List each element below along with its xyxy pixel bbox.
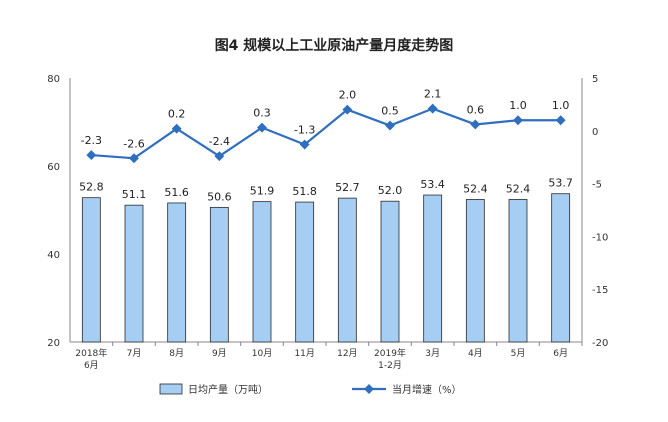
bar bbox=[508, 199, 528, 343]
x-tick-label: 2018年 bbox=[75, 347, 107, 359]
left-axis-ticks: 20 40 60 80 bbox=[47, 74, 60, 349]
line-point bbox=[129, 153, 139, 164]
bar bbox=[423, 194, 443, 343]
line-value-label: -2.3 bbox=[81, 134, 102, 147]
bar-value-label: 50.6 bbox=[207, 190, 232, 203]
line-value-label: 0.2 bbox=[168, 108, 186, 121]
left-tick-label: 80 bbox=[47, 74, 60, 85]
line-point bbox=[171, 123, 182, 134]
line-point bbox=[513, 115, 523, 126]
growth-line bbox=[91, 107, 561, 160]
line-value-label: 1.0 bbox=[509, 99, 527, 112]
x-tick-label: 1-2月 bbox=[378, 360, 402, 371]
x-tick-label: 6月 bbox=[553, 348, 568, 359]
bar bbox=[209, 206, 229, 343]
bar-value-label: 51.1 bbox=[122, 188, 147, 201]
bar bbox=[295, 201, 315, 343]
line-point bbox=[299, 139, 310, 150]
x-tick-label: 10月 bbox=[252, 348, 272, 359]
line-series bbox=[86, 103, 566, 164]
left-tick-label: 40 bbox=[47, 250, 60, 261]
bar-value-label: 51.9 bbox=[250, 185, 275, 198]
line-value-label: 0.5 bbox=[381, 105, 399, 118]
right-tick-label: 0 bbox=[592, 127, 598, 138]
line-point bbox=[86, 150, 97, 161]
bar-series bbox=[81, 193, 571, 343]
bar-data-labels: 52.8 51.1 51.6 50.6 51.9 51.8 52.7 52.0 53.4 52.4… bbox=[79, 177, 573, 204]
line-point bbox=[470, 119, 481, 130]
right-tick-label: 5 bbox=[592, 74, 598, 85]
bar bbox=[380, 200, 400, 343]
line-value-label: 2.0 bbox=[339, 89, 357, 102]
x-tick-label: 5月 bbox=[511, 348, 526, 359]
x-tick-label: 9月 bbox=[212, 348, 227, 359]
left-tick-label: 60 bbox=[47, 162, 60, 173]
bar-value-label: 53.7 bbox=[548, 177, 573, 190]
x-tick-label: 2019年 bbox=[374, 347, 406, 359]
bar bbox=[252, 201, 272, 343]
bar-value-label: 52.4 bbox=[463, 182, 488, 195]
legend-bar-swatch bbox=[159, 383, 183, 395]
right-tick-label: -20 bbox=[592, 338, 608, 349]
line-point bbox=[427, 103, 438, 114]
line-point bbox=[555, 115, 566, 126]
line-value-label: -2.6 bbox=[123, 137, 144, 150]
bar-value-label: 53.4 bbox=[420, 178, 445, 191]
line-value-label: 0.3 bbox=[253, 107, 271, 120]
x-tick-label: 12月 bbox=[337, 348, 357, 359]
bar-value-label: 51.6 bbox=[164, 186, 189, 199]
bar-value-label: 52.8 bbox=[79, 181, 104, 194]
bar bbox=[124, 204, 144, 343]
bar bbox=[337, 197, 357, 343]
x-tick-label: 11月 bbox=[294, 348, 314, 359]
line-data-labels: -2.3 -2.6 0.2 -2.4 0.3 -1.3 2.0 0.5 2.1 0.6 1.0 1.0 bbox=[81, 88, 570, 151]
x-tick-label: 6月 bbox=[84, 360, 99, 371]
bar-value-label: 51.8 bbox=[292, 185, 317, 198]
bar bbox=[465, 199, 485, 343]
line-value-label: 0.6 bbox=[467, 103, 485, 116]
legend-bar-label: 日均产量（万吨） bbox=[188, 383, 268, 396]
line-value-label: 2.1 bbox=[424, 88, 442, 101]
line-value-label: -1.3 bbox=[294, 124, 315, 137]
chart-title: 图4 规模以上工业原油产量月度走势图 bbox=[215, 37, 454, 54]
bar-value-label: 52.7 bbox=[335, 181, 360, 194]
bar bbox=[167, 202, 187, 343]
legend-line-marker bbox=[364, 384, 374, 394]
line-point bbox=[214, 151, 225, 162]
line-point bbox=[257, 122, 267, 133]
line-value-label: 1.0 bbox=[552, 99, 570, 112]
x-tick-label: 8月 bbox=[169, 348, 184, 359]
right-tick-label: -10 bbox=[592, 232, 608, 243]
x-tick-label: 4月 bbox=[468, 348, 483, 359]
bar-value-label: 52.4 bbox=[506, 182, 531, 195]
bar bbox=[551, 193, 571, 343]
x-tick-label: 7月 bbox=[127, 348, 142, 359]
legend: 日均产量（万吨） 当月增速（%） bbox=[159, 383, 462, 396]
right-axis-ticks: -20 -15 -10 -5 0 5 bbox=[592, 74, 608, 349]
x-tick-label: 3月 bbox=[425, 348, 440, 359]
left-tick-label: 20 bbox=[47, 338, 60, 349]
line-point bbox=[385, 120, 395, 131]
right-tick-label: -5 bbox=[592, 180, 602, 191]
line-value-label: -2.4 bbox=[209, 135, 230, 148]
legend-line-label: 当月增速（%） bbox=[392, 383, 462, 396]
bar bbox=[81, 197, 101, 343]
right-tick-label: -15 bbox=[592, 285, 608, 296]
bar-value-label: 52.0 bbox=[378, 184, 403, 197]
